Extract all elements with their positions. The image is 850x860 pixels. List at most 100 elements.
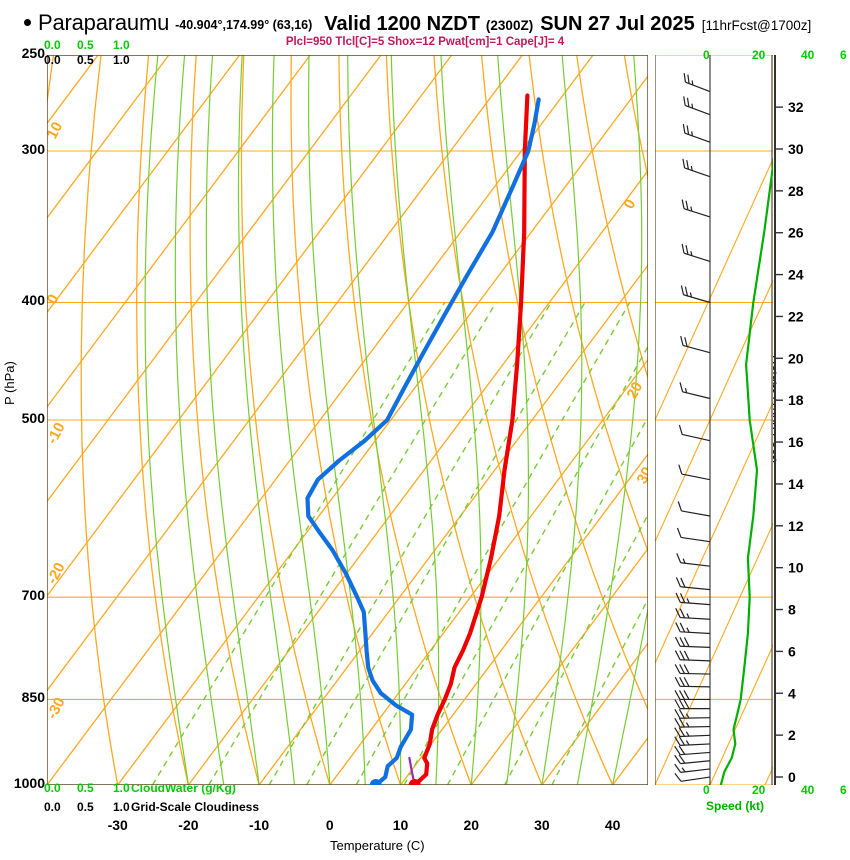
wind-barb [674,717,711,728]
cloudwater-tick-label-bottom: 1.0 [113,781,130,795]
wind-barb [674,664,711,675]
sounding-parameters: Plcl=950 Tlcl[C]=5 Shox=12 Pwat[cm]=1 Ca… [285,36,565,48]
pressure-tick-label: 500 [21,410,45,426]
speed-tick-label-bottom: 40 [801,783,815,797]
cloudiness-tick-label-top: 0.5 [77,53,94,67]
wind-barb [674,699,710,710]
cloudwater-tick-label-bottom: 0.5 [77,781,94,795]
wind-barb [674,650,711,662]
height-tick-label: 14 [788,476,804,492]
valid-date: SUN 27 Jul 2025 [540,13,695,35]
wind-barb [681,199,711,218]
height-tick-label: 0 [788,769,796,785]
wind-barb [674,772,711,782]
height-tick-label: 2 [788,727,796,743]
wind-barb [674,745,711,756]
pressure-tick-label: 1000 [13,775,45,791]
height-tick-label: 28 [788,183,804,199]
wind-barb [680,336,711,354]
wind-barb [681,243,711,263]
cloudiness-tick-label-bottom: 0.0 [44,800,61,814]
cloudwater-tick-label-top: 0.0 [44,38,61,52]
pressure-tick-label: 300 [21,141,45,157]
temperature-axis-label: Temperature (C) [330,838,425,853]
wind-barb [677,501,711,517]
station-marker-icon [24,19,31,26]
wind-barb [679,382,711,400]
wind-barb [674,754,711,765]
height-tick-label: 12 [788,518,804,534]
cloudwater-tick-label-top: 0.5 [77,38,94,52]
wind-barb [675,577,711,591]
cloudwater-tick-label-top: 1.0 [113,38,130,52]
cloudiness-tick-label-bottom: 0.5 [77,800,94,814]
speed-axis-label: Speed (kt) [706,799,765,813]
speed-tick-label-top: 20 [752,48,766,62]
temperature-trace [412,93,530,785]
speed-tick-label-top: 6 [840,48,847,62]
height-tick-label: 24 [788,267,804,283]
height-tick-label: 18 [788,392,804,408]
wind-canvas [655,55,773,785]
speed-tick-label-top: 40 [801,48,815,62]
wind-barb [683,96,711,116]
wind-barb [682,124,711,143]
speed-tick-label-bottom: 6 [840,783,847,797]
height-tick-label: 10 [788,560,804,576]
cloudwater-tick-label-bottom: 0.0 [44,781,61,795]
station-coordinates: -40.904°,174.99° (63,16) [175,18,313,32]
wind-barb [674,708,711,719]
surface-temperature-marker [408,779,421,785]
wind-barb [674,690,710,701]
height-axis: 0 2 4 6 8 10 12 14 16 18 20 22 24 26 28 30 32 [773,55,813,785]
wind-barb [674,727,711,738]
dewpoint-trace [305,97,541,785]
height-tick-label: 26 [788,225,804,241]
header: Paraparaumu -40.904°,174.99° (63,16) Val… [0,10,850,40]
cloudiness-tick-label-top: 1.0 [113,53,130,67]
height-tick-label: 4 [788,685,796,701]
pressure-tick-label: 850 [21,689,45,706]
pressure-axis-label: P (hPa) [2,361,17,405]
temperature-tick-label: 40 [604,817,621,833]
wind-barb [678,464,711,481]
surface-dewpoint-marker [369,779,382,785]
wind-barb [683,73,711,93]
isotherm-label: 10 [644,309,648,332]
cloudiness-tick-label-top: 0.0 [44,53,61,67]
height-tick-label: 30 [788,141,804,157]
wind-barb [682,158,711,178]
wind-speed-curve [719,157,773,785]
cloudiness-tick-label-bottom: 1.0 [113,800,130,814]
forecast-hour: [11hrFcst@1700z] [701,18,812,33]
height-tick-label: 22 [788,308,804,324]
isotherm-label: 10 [47,119,66,142]
wind-barb [674,763,711,773]
height-tick-label: 8 [788,602,796,618]
temperature-tick-label: -10 [248,817,270,833]
temperature-tick-label: -20 [178,817,199,833]
height-tick-label: 6 [788,643,796,659]
temperature-tick-label: 30 [534,817,550,833]
height-tick-label: 32 [788,99,804,115]
station-name: Paraparaumu [38,10,170,35]
temperature-tick-label: -30 [107,817,128,833]
wind-barb [676,527,711,543]
speed-tick-label-bottom: 0 [703,783,710,797]
wind-barb [676,553,711,567]
wind-barb [674,736,711,746]
temperature-tick-label: 10 [392,817,409,833]
wind-barb [678,424,711,442]
pressure-tick-label: 700 [21,587,45,604]
wind-barb [674,636,711,648]
height-tick-label: 20 [788,350,804,366]
wind-barb [675,622,711,635]
temperature-tick-label: 0 [325,817,334,833]
wind-profile-panel[interactable] [655,55,773,785]
speed-tick-label-top: 0 [703,48,710,62]
pressure-tick-label: 400 [21,292,45,309]
pressure-tick-label: 250 [21,45,45,61]
